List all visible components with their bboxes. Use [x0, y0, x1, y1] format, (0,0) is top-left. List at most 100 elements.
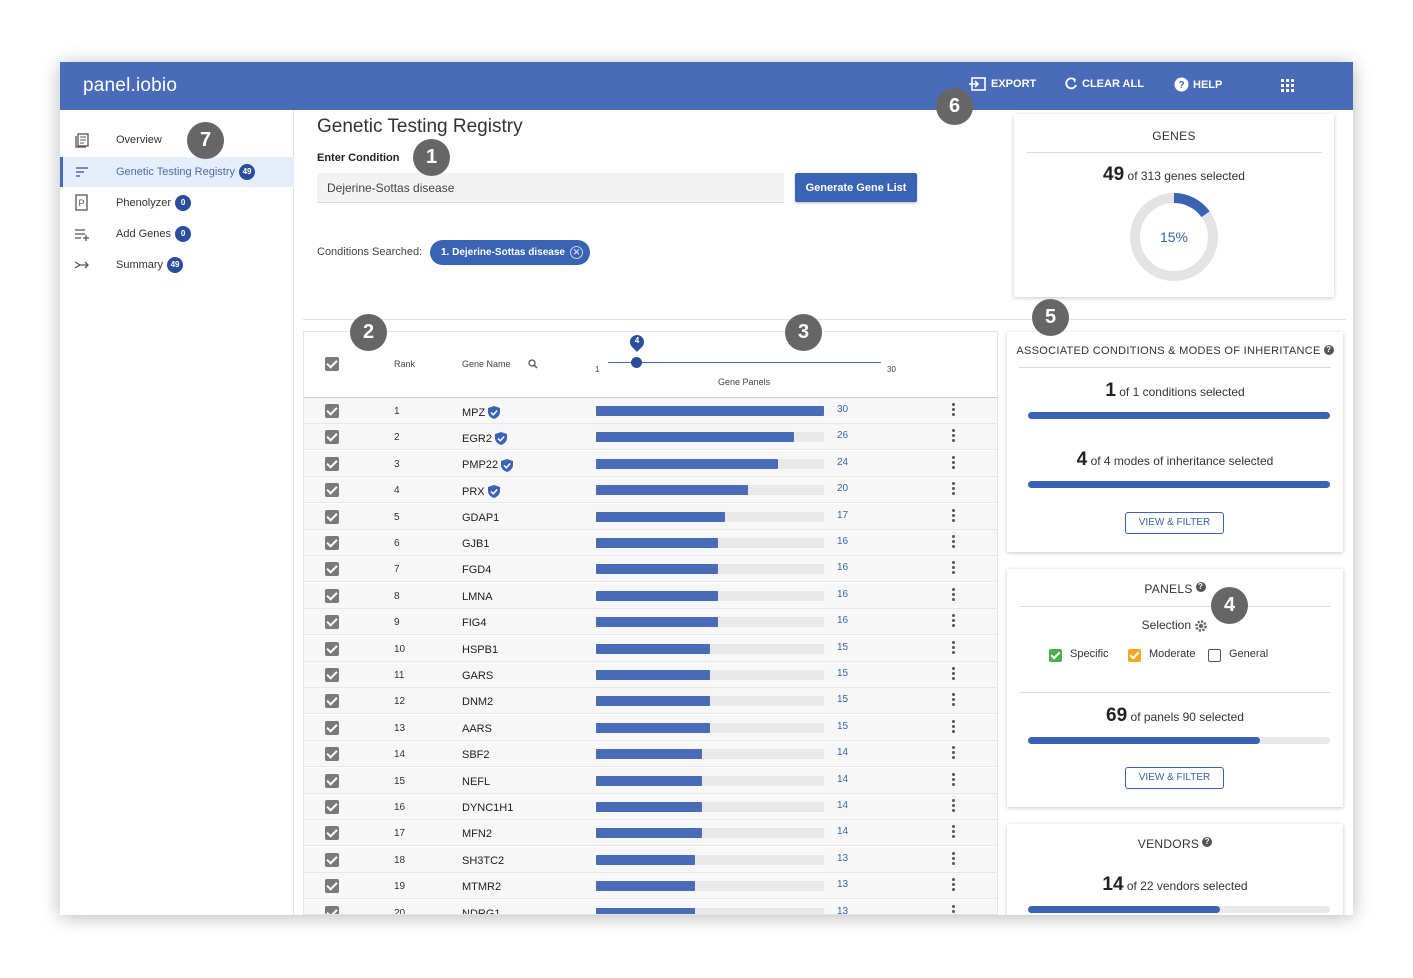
row-checkbox[interactable] — [325, 720, 339, 735]
more-options-icon[interactable] — [952, 455, 956, 471]
more-options-icon[interactable] — [952, 667, 956, 682]
row-checkbox[interactable] — [325, 536, 339, 550]
sidebar-item-overview[interactable]: Overview — [60, 125, 294, 155]
more-options-icon[interactable] — [952, 403, 956, 418]
table-row[interactable]: 8 LMNA 16 — [304, 582, 997, 609]
table-row[interactable]: 4 PRX 20 — [304, 477, 997, 504]
specific-checkbox[interactable] — [1049, 649, 1062, 662]
help-icon[interactable]: ? — [1195, 582, 1206, 592]
gene-name[interactable]: EGR2 — [462, 432, 507, 446]
gene-name[interactable]: GDAP1 — [462, 512, 499, 524]
rank-header[interactable]: Rank — [394, 359, 416, 369]
row-checkbox[interactable] — [325, 456, 339, 471]
gene-panels-count[interactable]: 14 — [837, 747, 849, 759]
table-row[interactable]: 14 SBF2 14 — [304, 741, 997, 768]
gene-name[interactable]: FIG4 — [462, 617, 486, 629]
gene-panels-count[interactable]: 15 — [837, 641, 849, 653]
table-row[interactable]: 9 FIG4 16 — [304, 609, 997, 636]
gene-name[interactable]: NEFL — [462, 776, 490, 788]
gene-panels-count[interactable]: 14 — [837, 826, 849, 838]
gene-panels-count[interactable]: 14 — [837, 800, 849, 811]
gene-name[interactable]: SBF2 — [462, 749, 490, 761]
more-options-icon[interactable] — [952, 482, 956, 497]
gene-panels-slider-handle[interactable] — [631, 357, 642, 368]
gene-name[interactable]: GARS — [462, 670, 493, 682]
gene-name[interactable]: PMP22 — [462, 458, 514, 472]
gene-panels-count[interactable]: 15 — [837, 694, 849, 706]
more-options-icon[interactable] — [952, 640, 956, 656]
gene-panels-count[interactable]: 17 — [837, 509, 849, 521]
more-options-icon[interactable] — [952, 772, 956, 788]
row-checkbox[interactable] — [325, 800, 339, 814]
search-icon[interactable] — [528, 359, 538, 369]
more-options-icon[interactable] — [952, 825, 956, 840]
sidebar-item-genetic-testing-registry[interactable]: Genetic Testing Registry 49 — [60, 157, 294, 187]
table-row[interactable]: 18 SH3TC2 13 — [304, 846, 997, 873]
table-row[interactable]: 16 DYNC1H1 14 — [304, 794, 997, 820]
gene-name[interactable]: GJB1 — [462, 538, 490, 550]
gene-panels-count[interactable]: 26 — [837, 430, 849, 442]
sidebar-item-add-genes[interactable]: Add Genes 0 — [60, 219, 294, 249]
more-options-icon[interactable] — [952, 429, 956, 444]
more-options-icon[interactable] — [952, 561, 956, 576]
gene-panels-count[interactable]: 16 — [837, 562, 849, 574]
gene-name[interactable]: PRX — [462, 485, 500, 499]
row-checkbox[interactable] — [325, 694, 339, 709]
gene-panels-count[interactable]: 20 — [837, 483, 849, 495]
row-checkbox[interactable] — [325, 404, 339, 418]
gene-panels-count[interactable]: 24 — [837, 456, 849, 468]
gene-panels-count[interactable]: 16 — [837, 536, 849, 547]
table-row[interactable]: 7 FGD4 16 — [304, 556, 997, 583]
gene-name[interactable]: SH3TC2 — [462, 855, 504, 867]
row-checkbox[interactable] — [325, 562, 339, 577]
gene-panels-slider-track[interactable] — [608, 362, 881, 363]
table-row[interactable]: 13 AARS 15 — [304, 714, 997, 741]
row-checkbox[interactable] — [325, 905, 339, 914]
more-options-icon[interactable] — [952, 508, 956, 524]
more-options-icon[interactable] — [952, 878, 956, 893]
gene-name[interactable]: LMNA — [462, 591, 493, 603]
gene-panels-count[interactable]: 15 — [837, 668, 849, 679]
moderate-checkbox[interactable] — [1128, 649, 1141, 662]
app-logo[interactable]: panel.iobio — [83, 75, 178, 96]
row-checkbox[interactable] — [325, 483, 339, 498]
gene-panels-count[interactable]: 16 — [837, 615, 849, 627]
export-button[interactable]: EXPORT — [969, 77, 1036, 91]
sidebar-item-summary[interactable]: Summary 49 — [60, 250, 294, 280]
general-checkbox[interactable] — [1208, 649, 1221, 662]
more-options-icon[interactable] — [952, 799, 956, 814]
table-row[interactable]: 20 NDRG1 13 — [304, 899, 997, 914]
table-row[interactable]: 5 GDAP1 17 — [304, 503, 997, 530]
table-row[interactable]: 17 MFN2 14 — [304, 820, 997, 847]
row-checkbox[interactable] — [325, 641, 339, 656]
row-checkbox[interactable] — [325, 430, 339, 445]
gene-panels-count[interactable]: 14 — [837, 773, 849, 785]
gene-name[interactable]: MTMR2 — [462, 881, 501, 893]
row-checkbox[interactable] — [325, 668, 339, 682]
row-checkbox[interactable] — [325, 615, 339, 630]
sidebar-item-phenolyzer[interactable]: P Phenolyzer 0 — [60, 188, 294, 218]
condition-chip[interactable]: 1. Dejerine-Sottas disease ✕ — [430, 240, 590, 265]
gene-panels-count[interactable]: 13 — [837, 852, 849, 864]
row-checkbox[interactable] — [325, 509, 339, 524]
gene-name[interactable]: DNM2 — [462, 696, 493, 708]
gene-panels-count[interactable]: 16 — [837, 588, 849, 600]
row-checkbox[interactable] — [325, 747, 339, 762]
panels-view-filter-button[interactable]: VIEW & FILTER — [1125, 767, 1224, 789]
more-options-icon[interactable] — [952, 587, 956, 603]
table-row[interactable]: 6 GJB1 16 — [304, 530, 997, 556]
row-checkbox[interactable] — [325, 588, 339, 603]
table-row[interactable]: 11 GARS 15 — [304, 662, 997, 688]
table-row[interactable]: 2 EGR2 26 — [304, 424, 997, 451]
gene-panels-count[interactable]: 13 — [837, 879, 849, 891]
row-checkbox[interactable] — [325, 879, 339, 894]
help-icon[interactable]: ? — [1202, 837, 1213, 847]
table-row[interactable]: 10 HSPB1 15 — [304, 635, 997, 662]
table-row[interactable]: 1 MPZ 30 — [304, 398, 997, 424]
gene-name[interactable]: DYNC1H1 — [462, 802, 513, 814]
more-options-icon[interactable] — [952, 746, 956, 761]
gear-icon[interactable] — [1194, 619, 1208, 633]
table-row[interactable]: 12 DNM2 15 — [304, 688, 997, 715]
more-options-icon[interactable] — [952, 904, 956, 914]
generate-gene-list-button[interactable]: Generate Gene List — [795, 173, 917, 202]
